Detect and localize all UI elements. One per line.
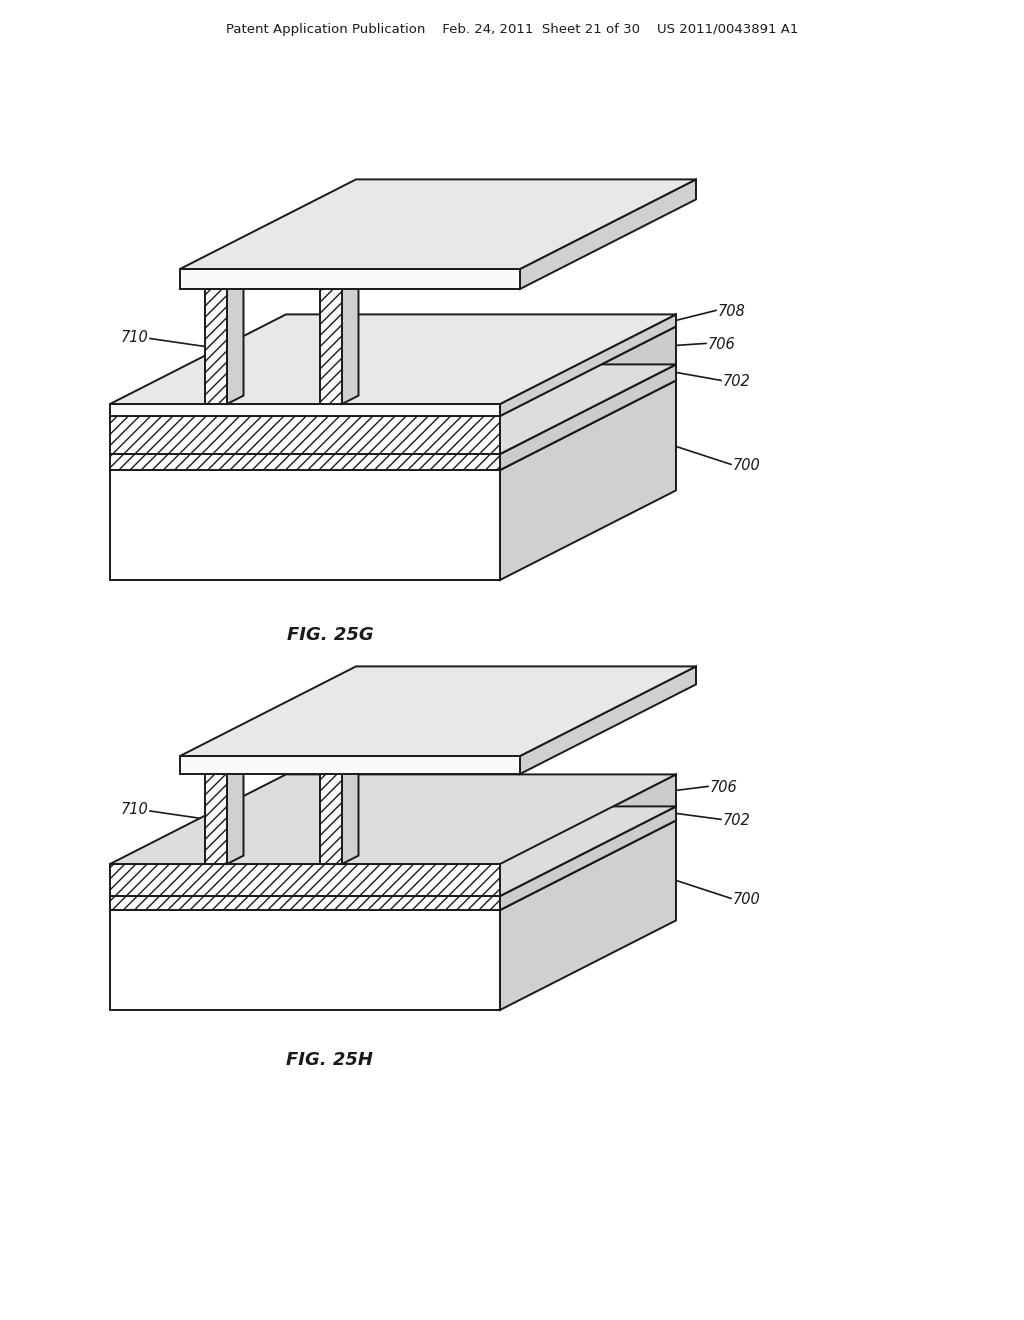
Polygon shape (500, 807, 676, 909)
Polygon shape (110, 416, 500, 454)
Polygon shape (110, 865, 500, 896)
Polygon shape (110, 775, 676, 865)
Text: 706: 706 (710, 780, 737, 795)
Text: 700: 700 (733, 458, 761, 473)
Polygon shape (342, 766, 358, 865)
Text: 711: 711 (645, 186, 673, 201)
Text: 708: 708 (718, 304, 745, 319)
Text: FIG. 25G: FIG. 25G (287, 626, 374, 644)
Polygon shape (500, 380, 676, 579)
Polygon shape (205, 281, 244, 289)
Polygon shape (319, 766, 358, 774)
Polygon shape (110, 326, 676, 416)
Polygon shape (180, 180, 696, 269)
Text: 702: 702 (723, 374, 751, 389)
Polygon shape (319, 281, 358, 289)
Text: 706: 706 (708, 337, 736, 352)
Polygon shape (110, 807, 676, 896)
Polygon shape (227, 766, 244, 865)
Polygon shape (110, 909, 500, 1010)
Polygon shape (110, 380, 676, 470)
Text: FIG. 25H: FIG. 25H (287, 1051, 374, 1069)
Polygon shape (110, 364, 676, 454)
Polygon shape (500, 364, 676, 470)
Text: Patent Application Publication    Feb. 24, 2011  Sheet 21 of 30    US 2011/00438: Patent Application Publication Feb. 24, … (226, 24, 798, 37)
Polygon shape (110, 821, 676, 909)
Polygon shape (342, 281, 358, 404)
Text: 708: 708 (636, 680, 664, 694)
Polygon shape (319, 774, 342, 865)
Polygon shape (110, 454, 500, 470)
Text: 702: 702 (723, 813, 751, 828)
Polygon shape (205, 774, 227, 865)
Polygon shape (500, 821, 676, 1010)
Polygon shape (110, 896, 500, 909)
Polygon shape (110, 404, 500, 416)
Polygon shape (180, 756, 520, 774)
Polygon shape (500, 775, 676, 896)
Polygon shape (180, 269, 520, 289)
Polygon shape (319, 289, 342, 404)
Text: 710: 710 (120, 803, 148, 817)
Polygon shape (500, 326, 676, 454)
Polygon shape (520, 667, 696, 774)
Polygon shape (110, 314, 676, 404)
Polygon shape (500, 314, 676, 416)
Polygon shape (205, 289, 227, 404)
Polygon shape (180, 667, 696, 756)
Polygon shape (227, 281, 244, 404)
Polygon shape (205, 766, 244, 774)
Polygon shape (520, 180, 696, 289)
Text: 700: 700 (733, 892, 761, 907)
Text: 710: 710 (120, 330, 148, 345)
Polygon shape (110, 470, 500, 579)
